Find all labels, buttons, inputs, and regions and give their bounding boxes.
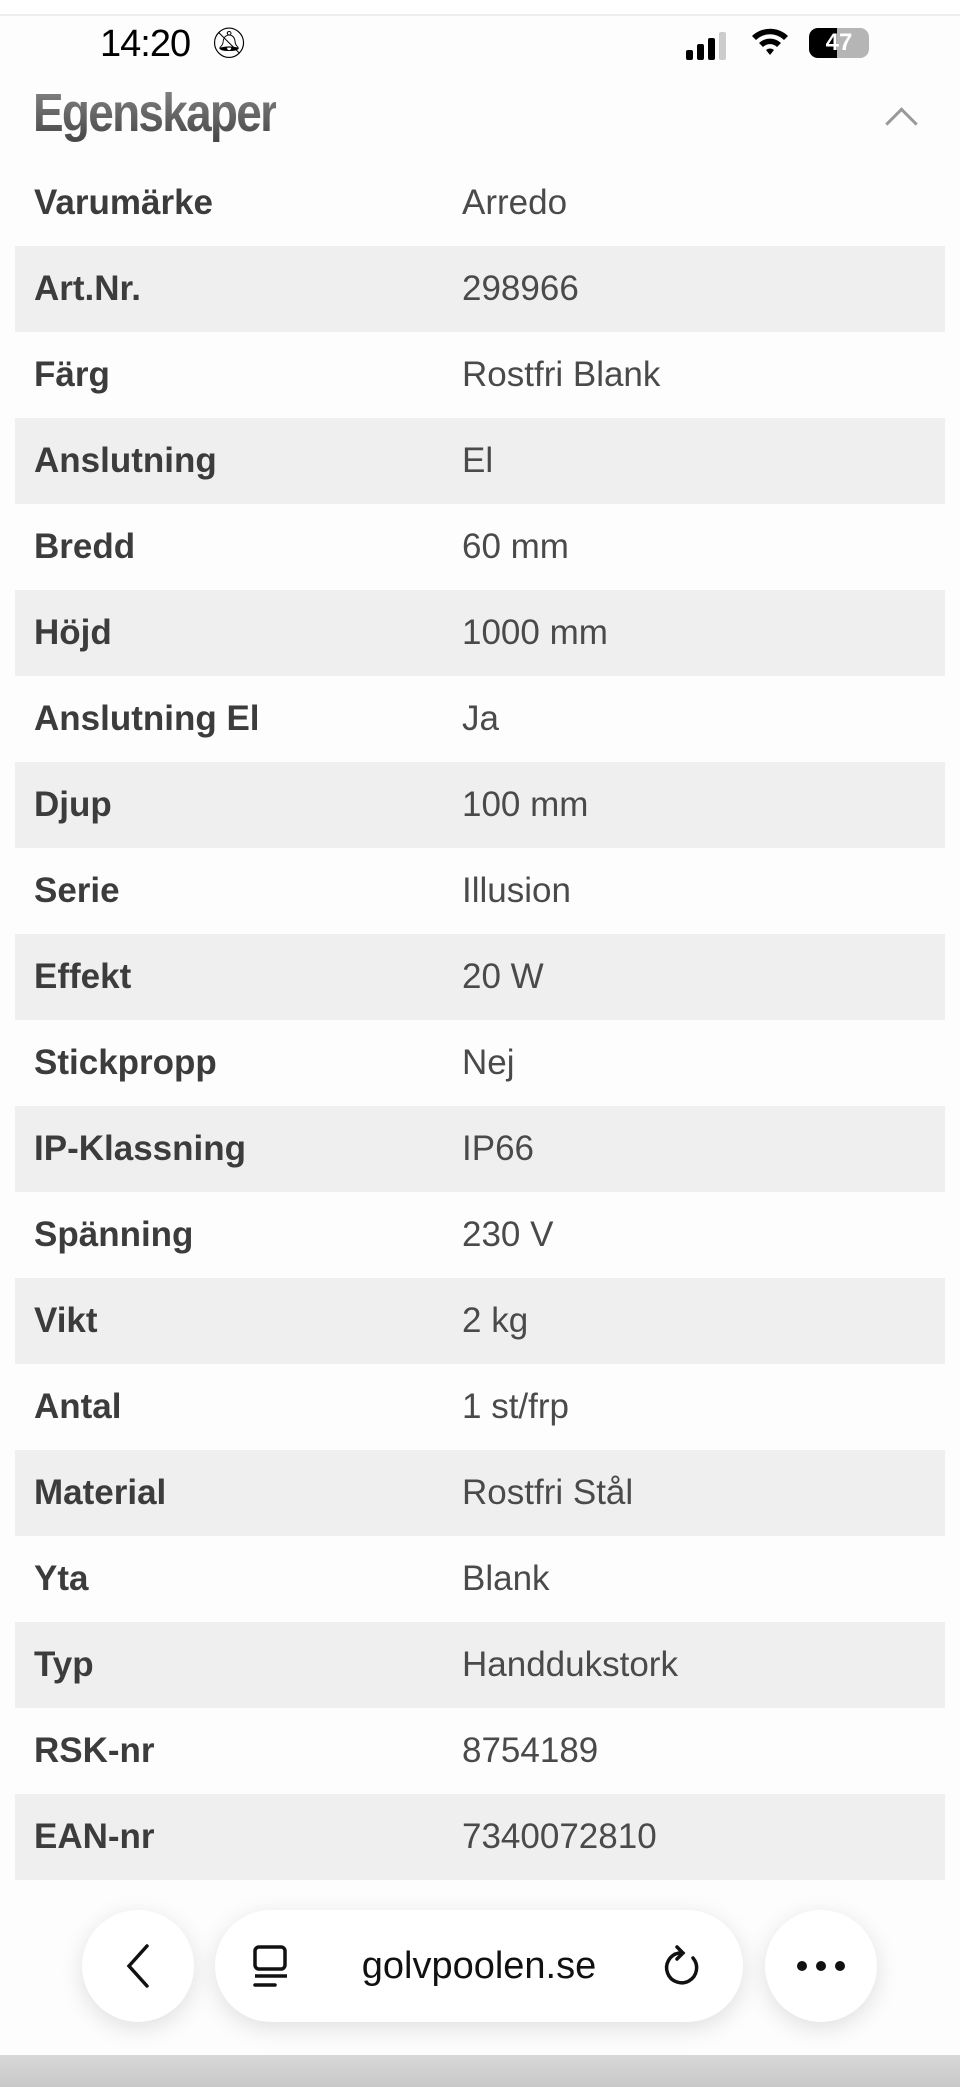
- property-value: 60 mm: [462, 527, 569, 566]
- property-row: Djup 100 mm: [15, 762, 945, 848]
- property-row: Varumärke Arredo: [15, 160, 945, 246]
- property-value: Nej: [462, 1043, 515, 1082]
- property-row: RSK-nr 8754189: [15, 1708, 945, 1794]
- property-row: Material Rostfri Stål: [15, 1450, 945, 1536]
- property-value: 2 kg: [462, 1301, 529, 1340]
- reader-tabs-icon: [253, 1945, 287, 1987]
- property-label: Färg: [34, 355, 110, 394]
- status-time: 14:20: [100, 23, 191, 65]
- property-row: Bredd 60 mm: [15, 504, 945, 590]
- silent-bell-icon: 🔕︎: [210, 27, 249, 60]
- property-value: 230 V: [462, 1215, 554, 1254]
- property-label: Vikt: [34, 1301, 98, 1340]
- property-label: Effekt: [34, 957, 132, 996]
- property-value: Blank: [462, 1559, 550, 1598]
- property-value: Arredo: [462, 183, 568, 222]
- property-value: 298966: [462, 269, 579, 308]
- url-text: golvpoolen.se: [361, 1944, 597, 1987]
- wifi-icon: [750, 24, 790, 63]
- property-row: Serie Illusion: [15, 848, 945, 934]
- property-value: 100 mm: [462, 785, 589, 824]
- property-label: Anslutning El: [34, 699, 260, 738]
- ellipsis-icon: [797, 1961, 845, 1971]
- property-row: EAN-nr 7340072810: [15, 1794, 945, 1880]
- property-label: Antal: [34, 1387, 122, 1426]
- more-options-button[interactable]: [765, 1910, 877, 2022]
- page-top-edge: [0, 0, 960, 16]
- reload-icon[interactable]: [663, 1944, 703, 1988]
- back-button[interactable]: [82, 1910, 194, 2022]
- property-value: 1 st/frp: [462, 1387, 569, 1426]
- property-row: Effekt 20 W: [15, 934, 945, 1020]
- cellular-signal-icon: [686, 32, 726, 60]
- property-value: 1000 mm: [462, 613, 608, 652]
- chevron-up-icon[interactable]: [885, 107, 918, 140]
- property-row: Spänning 230 V: [15, 1192, 945, 1278]
- property-row: Färg Rostfri Blank: [15, 332, 945, 418]
- section-title: Egenskaper: [33, 83, 278, 143]
- chevron-left-icon: [126, 1944, 149, 1988]
- property-value: Rostfri Stål: [462, 1473, 634, 1512]
- address-bar[interactable]: golvpoolen.se: [215, 1910, 743, 2022]
- property-row: Stickpropp Nej: [15, 1020, 945, 1106]
- property-label: EAN-nr: [34, 1817, 155, 1856]
- property-label: Material: [34, 1473, 167, 1512]
- property-row: Antal 1 st/frp: [15, 1364, 945, 1450]
- home-indicator-area: [0, 2055, 960, 2087]
- property-row: Art.Nr. 298966: [15, 246, 945, 332]
- property-label: Spänning: [34, 1215, 194, 1254]
- property-label: Stickpropp: [34, 1043, 217, 1082]
- property-row: Vikt 2 kg: [15, 1278, 945, 1364]
- battery-indicator: 47: [809, 28, 869, 58]
- property-value: Handdukstork: [462, 1645, 678, 1684]
- property-label: RSK-nr: [34, 1731, 155, 1770]
- property-label: Höjd: [34, 613, 112, 652]
- property-row: IP-Klassning IP66: [15, 1106, 945, 1192]
- property-value: 7340072810: [462, 1817, 657, 1856]
- property-value: 8754189: [462, 1731, 599, 1770]
- property-label: IP-Klassning: [34, 1129, 246, 1168]
- property-label: Varumärke: [34, 183, 214, 222]
- property-row: Yta Blank: [15, 1536, 945, 1622]
- property-row: Typ Handdukstork: [15, 1622, 945, 1708]
- property-value: Ja: [462, 699, 499, 738]
- property-label: Anslutning: [34, 441, 217, 480]
- properties-table: Varumärke Arredo Art.Nr. 298966 Färg Rostfri …: [15, 160, 945, 1880]
- property-value: El: [462, 441, 494, 480]
- property-row: Anslutning El Ja: [15, 676, 945, 762]
- property-value: Rostfri Blank: [462, 355, 661, 394]
- property-label: Art.Nr.: [34, 269, 141, 308]
- property-label: Bredd: [34, 527, 136, 566]
- property-label: Djup: [34, 785, 112, 824]
- property-value: 20 W: [462, 957, 544, 996]
- property-value: Illusion: [462, 871, 571, 910]
- property-label: Yta: [34, 1559, 89, 1598]
- property-row: Anslutning El: [15, 418, 945, 504]
- property-row: Höjd 1000 mm: [15, 590, 945, 676]
- property-label: Typ: [34, 1645, 94, 1684]
- property-label: Serie: [34, 871, 120, 910]
- property-value: IP66: [462, 1129, 534, 1168]
